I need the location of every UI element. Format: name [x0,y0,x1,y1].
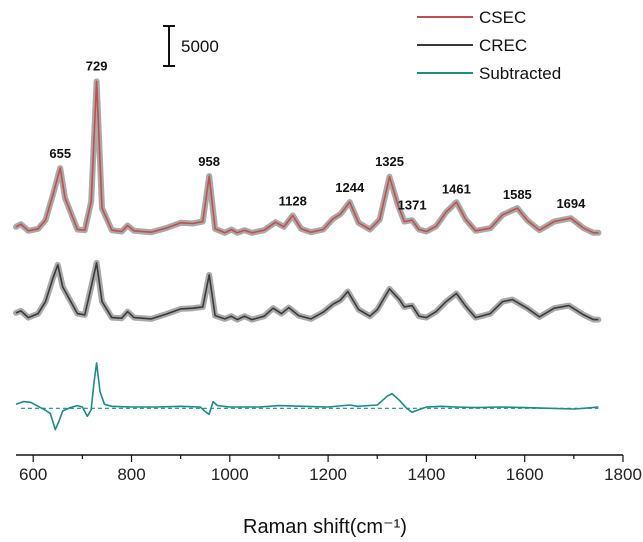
peak-label-958: 958 [198,154,220,169]
peak-label-1325: 1325 [375,154,404,169]
plot-area [13,78,602,431]
peak-label-1585: 1585 [503,187,532,202]
peak-label-1244: 1244 [335,180,365,195]
peak-label-1461: 1461 [442,181,471,196]
x-tick-label-1600: 1600 [506,465,544,484]
peak-label-1694: 1694 [556,196,586,211]
x-tick-label-1200: 1200 [309,465,347,484]
legend: CSEC CREC Subtracted [417,8,561,83]
x-tick-label-1400: 1400 [407,465,445,484]
x-axis: 600 800 1000 1200 1400 1600 1800 [16,454,642,484]
x-axis-title: Raman shift(cm⁻¹) [243,516,407,538]
peak-label-729: 729 [86,59,108,74]
peak-label-655: 655 [49,146,71,161]
x-tick-label-1000: 1000 [211,465,249,484]
peak-label-1128: 1128 [279,193,307,208]
peak-labels: 655 729 958 1128 1244 1325 1371 1461 1585 1694 [49,59,586,213]
scale-bar-label: 5000 [181,37,219,56]
crec-series-line [15,262,599,321]
x-tick-label-800: 800 [117,465,145,484]
legend-label-csec: CSEC [479,8,526,27]
subtracted-series-line [15,362,599,431]
csec-series-line [15,80,599,234]
legend-label-subtracted: Subtracted [479,64,561,83]
x-tick-label-600: 600 [19,465,47,484]
crec-error-band [13,259,602,323]
peak-label-1371: 1371 [398,197,427,212]
x-tick-label-1800: 1800 [604,465,642,484]
legend-label-crec: CREC [479,36,527,55]
scale-bar: 5000 [163,25,219,67]
